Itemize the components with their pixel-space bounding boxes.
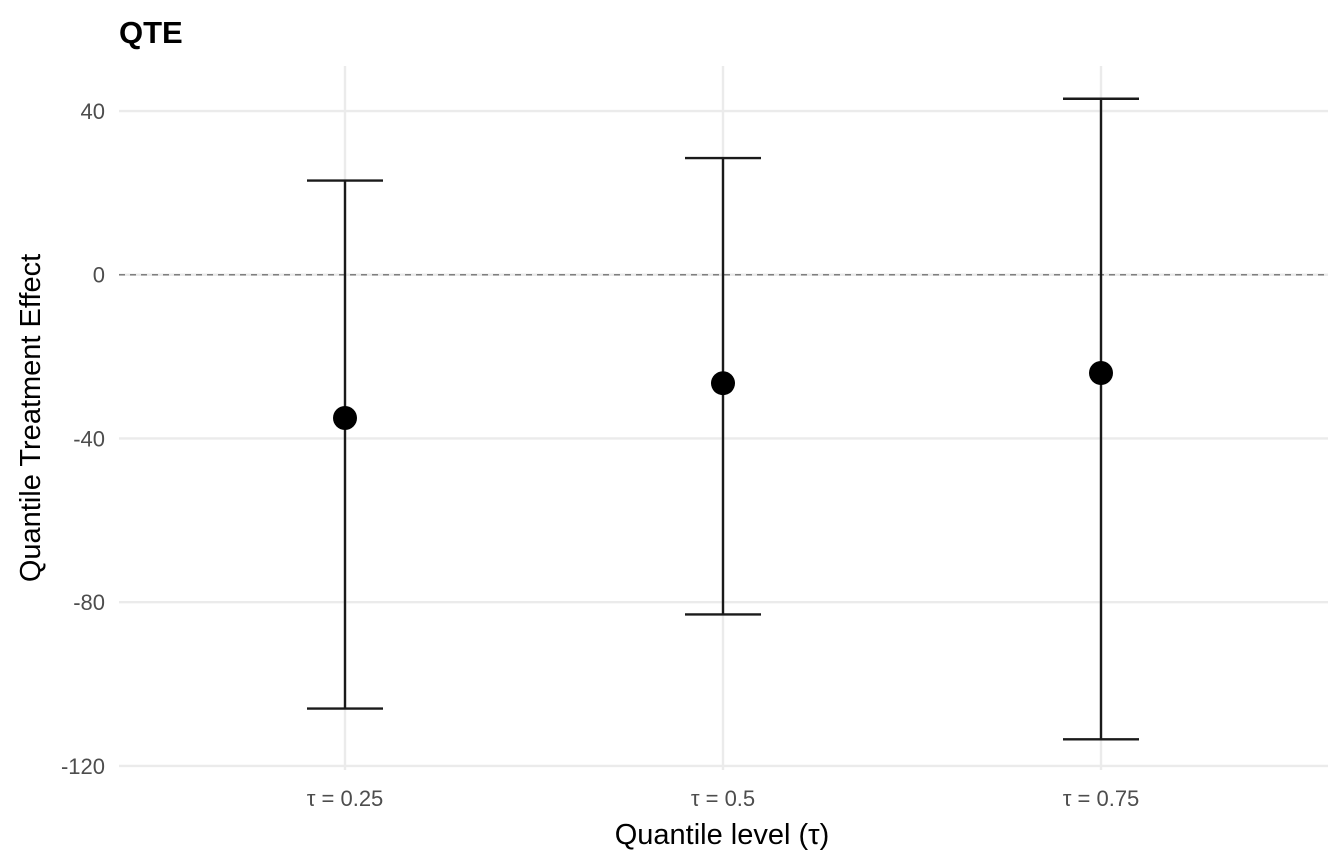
x-axis-title: Quantile level (τ) [615,819,830,851]
x-tick-label: τ = 0.25 [307,786,384,811]
estimate-point [333,406,357,430]
y-tick-label: 0 [93,263,105,288]
y-tick-label: -120 [61,754,105,779]
x-tick-label: τ = 0.5 [691,786,755,811]
y-tick-label: -80 [73,590,105,615]
tick-labels: 40 0 -40 -80 -120 τ = 0.25 τ = 0.5 τ = 0.75 [61,99,1139,811]
estimate-point [711,371,735,396]
y-tick-label: -40 [73,426,105,451]
chart-title: QTE [119,15,183,50]
x-tick-label: τ = 0.75 [1063,786,1140,811]
y-axis-title: Quantile Treatment Effect [15,254,47,582]
estimate-point [1089,360,1113,385]
y-tick-label: 40 [81,99,105,124]
data-marks [307,97,1139,741]
